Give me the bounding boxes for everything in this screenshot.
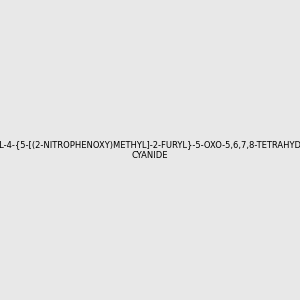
Text: 2-AMINO-7,7-DIMETHYL-4-{5-[(2-NITROPHENOXY)METHYL]-2-FURYL}-5-OXO-5,6,7,8-TETRAH: 2-AMINO-7,7-DIMETHYL-4-{5-[(2-NITROPHENO… [0,140,300,160]
